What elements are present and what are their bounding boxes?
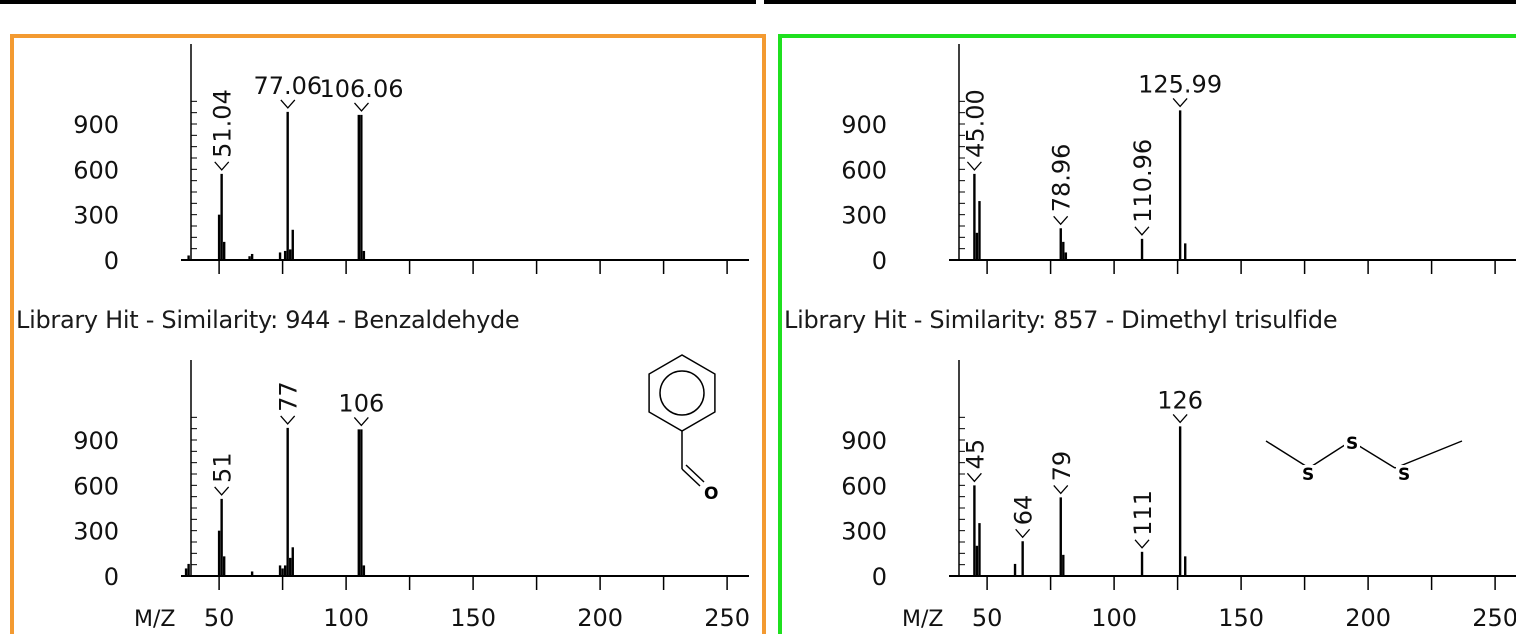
peak-label: 110.96 [1129,139,1157,223]
y-tick-label: 900 [73,427,119,455]
peak-label: 126 [1157,386,1203,414]
peak-label: 77 [275,381,303,412]
y-tick-label: 600 [73,156,119,184]
y-tick-label: 300 [841,202,887,230]
y-tick-label: 0 [872,563,887,591]
library-hit-title: Library Hit - Similarity: 857 - Dimethyl… [784,306,1338,334]
atom-bg [1396,465,1412,483]
bond [685,464,705,483]
peak-marker [966,472,982,483]
peak-label: 51.04 [209,89,237,158]
peak-marker [353,416,369,427]
x-tick-label: 150 [450,604,496,632]
x-tick-label: 200 [1345,604,1391,632]
peak-label: 79 [1048,451,1076,482]
peak-label: 78.96 [1048,144,1076,213]
peak-marker [1053,215,1069,226]
x-tick-label: 150 [1218,604,1264,632]
peak-marker [1134,539,1150,549]
y-tick-label: 0 [104,247,119,275]
y-tick-label: 300 [841,518,887,546]
spectrum-chart-sample: 0 300 600 900 45.00 78.96 110.96 125.99 [841,44,1516,275]
peak-marker [1015,528,1031,539]
peak-marker [354,102,369,112]
peak-marker [966,161,982,171]
peak-label: 64 [1010,495,1038,526]
spectrum-chart-library: 0 300 600 900 M/Z 50 100 150 200 250 45 64 79 111 126 [841,360,1516,632]
y-tick-label: 300 [73,202,119,230]
y-tick-label: 0 [872,247,887,275]
y-tick-label: 600 [841,156,887,184]
library-hit-title: Library Hit - Similarity: 944 - Benzalde… [16,306,520,334]
peak-marker [1172,413,1188,424]
top-bar-left [0,0,756,4]
bond [681,468,701,487]
peak-label: 106 [338,389,384,417]
peak-marker [214,161,230,171]
y-tick-label: 300 [73,518,119,546]
peak-marker [1172,97,1188,108]
aromatic-circle [659,370,705,416]
atom-label: S [1302,465,1314,485]
atom-bg [1344,434,1360,452]
y-tick-label: 900 [841,427,887,455]
top-bar-right [764,0,1516,4]
benzaldehyde-panel: 0 300 600 900 51.04 77.06 106.06 0 300 600 900 M/Z 5… [10,34,766,634]
peak-label: 51 [209,452,237,483]
y-tick-label: 900 [73,111,119,139]
peak-marker [280,99,296,109]
benzene-ring [648,354,716,432]
y-tick-label: 600 [841,472,887,500]
dimethyl-trisulfide-spectra-svg: 0 300 600 900 45.00 78.96 110.96 125.99 0 300 600 9… [841,44,1516,632]
peak-label: 106.06 [320,75,404,103]
benzaldehyde-structure-icon: O [648,354,718,504]
bond [1394,440,1463,469]
x-tick-label: 50 [204,604,235,632]
y-tick-label: 0 [104,563,119,591]
peak-marker [280,415,296,425]
x-tick-label: 250 [704,604,750,632]
atom-label: O [704,484,718,504]
x-tick-label: 50 [972,604,1003,632]
peak-label: 45.00 [961,89,989,158]
x-tick-label: 200 [577,604,623,632]
peak-marker [214,486,230,496]
peak-marker [1053,484,1069,495]
x-tick-label: 100 [1091,604,1137,632]
y-tick-label: 900 [841,111,887,139]
dimethyl-trisulfide-structure-icon: S S S [1265,434,1463,485]
y-tick-label: 600 [73,472,119,500]
bond [1265,440,1310,469]
x-axis-label: M/Z [902,607,943,632]
atom-bg [1300,465,1316,483]
atom-label: S [1398,465,1410,485]
peak-label: 77.06 [253,72,322,100]
x-tick-label: 100 [323,604,369,632]
x-tick-label: 250 [1472,604,1516,632]
peak-label: 111 [1129,490,1157,536]
spectrum-chart-library: 0 300 600 900 M/Z 50 100 150 200 250 51 77 106 [73,360,750,632]
dimethyl-trisulfide-panel: 0 300 600 900 45.00 78.96 110.96 125.99 0 300 600 9… [778,34,1516,634]
atom-label: S [1346,434,1358,454]
x-axis-label: M/Z [134,607,175,632]
peak-label: 125.99 [1138,70,1222,98]
peak-marker [1134,226,1150,236]
peak-label: 45 [961,439,989,470]
